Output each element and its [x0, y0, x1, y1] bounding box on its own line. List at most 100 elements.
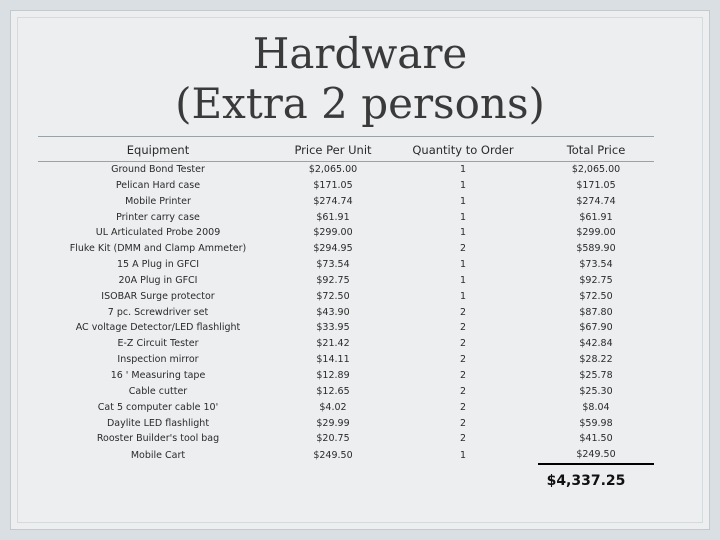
- quantity-cell: 1: [459, 449, 467, 461]
- total-cell: $25.78: [579, 369, 613, 381]
- total-cell: $73.54: [579, 259, 613, 271]
- total-cell: $72.50: [579, 290, 613, 302]
- equipment-cell: E-Z Circuit Tester: [117, 338, 199, 350]
- price-cell: $12.65: [316, 385, 350, 397]
- total-cell: $41.50: [579, 433, 613, 445]
- total-cell: $249.50: [538, 447, 654, 466]
- table-row: Rooster Builder's tool bag $20.75 2 $41.50: [38, 431, 654, 447]
- equipment-cell: Fluke Kit (DMM and Clamp Ammeter): [69, 243, 247, 255]
- table-row: 15 A Plug in GFCI $73.54 1 $73.54: [38, 257, 654, 273]
- price-cell: $171.05: [313, 179, 353, 191]
- total-cell: $8.04: [582, 401, 610, 413]
- table-row: Fluke Kit (DMM and Clamp Ammeter) $294.95…: [38, 241, 654, 257]
- equipment-cell: Printer carry case: [116, 211, 200, 223]
- quantity-cell: 2: [459, 306, 467, 318]
- quantity-cell: 2: [459, 354, 467, 366]
- equipment-cell: Pelican Hard case: [115, 179, 201, 191]
- table-row: Daylite LED flashlight $29.99 2 $59.98: [38, 416, 654, 432]
- quantity-cell: 2: [459, 417, 467, 429]
- price-cell: $2,065.00: [308, 164, 358, 175]
- price-cell: $274.74: [313, 195, 353, 207]
- total-cell: $171.05: [576, 179, 616, 191]
- header-quantity: Quantity to Order: [388, 136, 538, 162]
- grand-total: $4,337.25: [546, 473, 626, 489]
- equipment-cell: Inspection mirror: [117, 354, 199, 366]
- price-cell: $249.50: [313, 449, 353, 461]
- total-cell: $2,065.00: [571, 164, 621, 175]
- quantity-cell: 2: [459, 243, 467, 255]
- equipment-cell: Mobile Cart: [130, 449, 186, 461]
- table-row: 16 ' Measuring tape $12.89 2 $25.78: [38, 368, 654, 384]
- equipment-cell: Cat 5 computer cable 10': [97, 401, 219, 413]
- slide-title: Hardware (Extra 2 persons): [11, 29, 709, 129]
- price-cell: $61.91: [316, 211, 350, 223]
- title-line-1: Hardware: [252, 29, 468, 78]
- slide-frame: [17, 17, 703, 523]
- equipment-cell: 20A Plug in GFCI: [118, 274, 198, 286]
- total-cell: $59.98: [579, 417, 613, 429]
- table-row: Mobile Printer $274.74 1 $274.74: [38, 194, 654, 210]
- total-cell: $274.74: [576, 195, 616, 207]
- table-row: Inspection mirror $14.11 2 $28.22: [38, 352, 654, 368]
- total-cell: $67.90: [579, 322, 613, 334]
- total-cell: $42.84: [579, 338, 613, 350]
- price-cell: $21.42: [316, 338, 350, 350]
- quantity-cell: 2: [459, 433, 467, 445]
- total-cell: $25.30: [579, 385, 613, 397]
- quantity-cell: 1: [459, 195, 467, 207]
- equipment-cell: Mobile Printer: [125, 195, 191, 207]
- total-cell: $92.75: [579, 274, 613, 286]
- equipment-cell: 15 A Plug in GFCI: [116, 259, 199, 271]
- table-row: E-Z Circuit Tester $21.42 2 $42.84: [38, 336, 654, 352]
- quantity-cell: 1: [459, 179, 467, 191]
- header-price-per-unit: Price Per Unit: [278, 136, 388, 162]
- table-row: UL Articulated Probe 2009 $299.00 1 $299.00: [38, 225, 654, 241]
- quantity-cell: 2: [459, 369, 467, 381]
- price-cell: $43.90: [316, 306, 350, 318]
- table-row: Cable cutter $12.65 2 $25.30: [38, 384, 654, 400]
- equipment-cell: Rooster Builder's tool bag: [96, 433, 220, 445]
- price-cell: $73.54: [316, 259, 350, 271]
- table-row: AC voltage Detector/LED flashlight $33.95…: [38, 320, 654, 336]
- total-cell: $61.91: [579, 211, 613, 223]
- title-line-2: (Extra 2 persons): [175, 79, 545, 128]
- quantity-cell: 1: [459, 274, 467, 286]
- quantity-cell: 1: [459, 211, 467, 223]
- price-cell: $72.50: [316, 290, 350, 302]
- quantity-cell: 2: [459, 322, 467, 334]
- table-row: Cat 5 computer cable 10' $4.02 2 $8.04: [38, 400, 654, 416]
- price-cell: $14.11: [316, 354, 350, 366]
- total-cell: $299.00: [576, 227, 616, 239]
- equipment-cell: ISOBAR Surge protector: [101, 290, 215, 302]
- table-header-row: Equipment Price Per Unit Quantity to Ord…: [38, 136, 654, 162]
- table-row: Ground Bond Tester $2,065.00 1 $2,065.00: [38, 162, 654, 178]
- price-cell: $20.75: [316, 433, 350, 445]
- equipment-cell: 7 pc. Screwdriver set: [107, 306, 209, 318]
- price-cell: $33.95: [316, 322, 350, 334]
- table-row: Pelican Hard case $171.05 1 $171.05: [38, 178, 654, 194]
- total-cell: $28.22: [579, 354, 613, 366]
- price-cell: $92.75: [316, 274, 350, 286]
- price-cell: $12.89: [316, 369, 350, 381]
- quantity-cell: 1: [459, 259, 467, 271]
- quantity-cell: 2: [459, 385, 467, 397]
- total-cell: $87.80: [579, 306, 613, 318]
- quantity-cell: 1: [459, 290, 467, 302]
- table-row: 20A Plug in GFCI $92.75 1 $92.75: [38, 273, 654, 289]
- table-row: Mobile Cart $249.50 1 $249.50: [38, 447, 654, 466]
- equipment-cell: Daylite LED flashlight: [106, 417, 210, 429]
- equipment-cell: AC voltage Detector/LED flashlight: [75, 322, 241, 334]
- table-row: Printer carry case $61.91 1 $61.91: [38, 210, 654, 226]
- equipment-cell: UL Articulated Probe 2009: [95, 227, 221, 239]
- price-cell: $299.00: [313, 227, 353, 239]
- header-equipment: Equipment: [38, 136, 278, 162]
- table-row: ISOBAR Surge protector $72.50 1 $72.50: [38, 289, 654, 305]
- equipment-cell: Cable cutter: [128, 385, 188, 397]
- price-cell: $29.99: [316, 417, 350, 429]
- table-row: 7 pc. Screwdriver set $43.90 2 $87.80: [38, 305, 654, 321]
- equipment-cell: Ground Bond Tester: [111, 164, 205, 175]
- quantity-cell: 2: [459, 338, 467, 350]
- quantity-cell: 1: [459, 164, 467, 175]
- price-cell: $4.02: [319, 401, 347, 413]
- header-total-price: Total Price: [538, 136, 654, 162]
